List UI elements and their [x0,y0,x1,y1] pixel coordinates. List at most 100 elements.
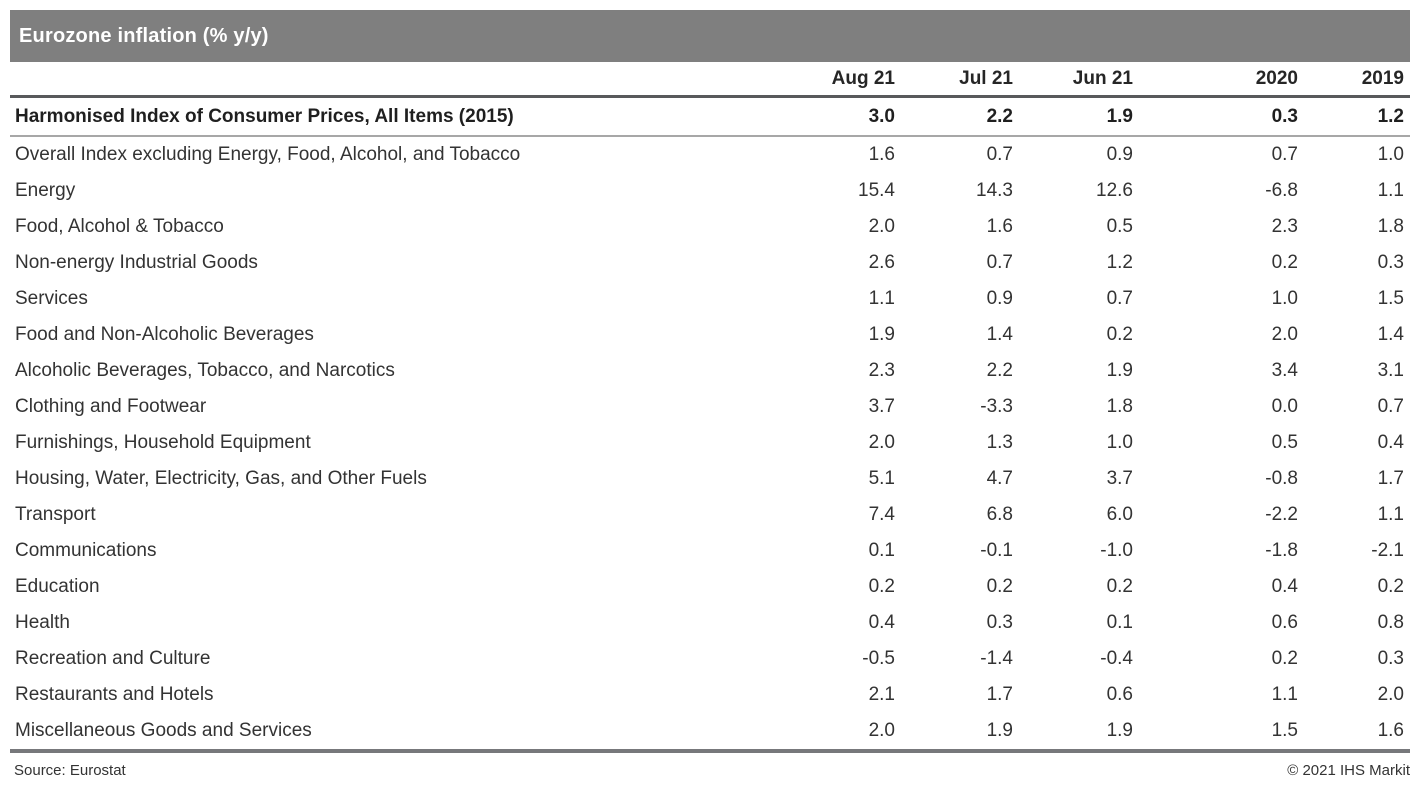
value-cell: 2.2 [986,360,1013,381]
value-cell: 1.8 [1377,216,1404,237]
value-cell: 5.1 [868,468,895,489]
value-cell: 2.0 [868,432,895,453]
value-cell: 0.7 [1377,396,1404,417]
value-cell: 2.2 [986,105,1013,127]
row-label: Food and Non-Alcoholic Beverages [15,324,314,345]
table-row: Housing, Water, Electricity, Gas, and Ot… [10,461,1410,497]
table-row: Furnishings, Household Equipment 2.0 1.3 1.… [10,425,1410,461]
value-cell: -0.1 [980,540,1013,561]
table-row: Miscellaneous Goods and Services 2.0 1.9 1.… [10,713,1410,749]
value-cell: 14.3 [976,180,1013,201]
value-cell: 0.3 [1377,648,1404,669]
value-cell: 2.1 [868,684,895,705]
value-cell: -1.8 [1265,540,1298,561]
row-label: Harmonised Index of Consumer Prices, All… [15,105,514,127]
table-row: Communications 0.1 -0.1 -1.0 -1.8 -2.1 [10,533,1410,569]
row-label: Alcoholic Beverages, Tobacco, and Narcot… [15,360,395,381]
value-cell: 1.0 [1271,288,1298,309]
value-cell: 1.5 [1377,288,1404,309]
value-cell: 0.1 [868,540,895,561]
value-cell: 15.4 [858,180,895,201]
value-cell: 0.2 [1106,324,1133,345]
row-label: Energy [15,180,76,201]
value-cell: 0.3 [1377,252,1404,273]
value-cell: 0.2 [986,576,1013,597]
value-cell: 0.2 [1106,576,1133,597]
column-header-jul21: Jul 21 [959,67,1013,89]
value-cell: 1.4 [1377,324,1404,345]
row-label: Non-energy Industrial Goods [15,252,258,273]
value-cell: 4.7 [986,468,1013,489]
value-cell: 1.1 [868,288,895,309]
value-cell: 0.5 [1271,432,1298,453]
table-row: Recreation and Culture -0.5 -1.4 -0.4 0.2 0.3 [10,641,1410,677]
value-cell: 1.8 [1106,396,1133,417]
value-cell: 0.2 [1271,648,1298,669]
value-cell: 2.0 [868,216,895,237]
value-cell: 1.9 [1106,720,1133,741]
value-cell: 3.7 [868,396,895,417]
value-cell: 3.0 [868,105,895,127]
value-cell: 1.4 [986,324,1013,345]
row-label: Services [15,288,88,309]
value-cell: 1.2 [1106,252,1133,273]
table-row: Harmonised Index of Consumer Prices, All… [10,97,1410,136]
value-cell: 0.2 [1271,252,1298,273]
table-row: Non-energy Industrial Goods 2.6 0.7 1.2 0.2 0… [10,245,1410,281]
value-cell: 0.7 [986,144,1013,165]
page-title: Eurozone inflation (% y/y) [19,24,269,47]
value-cell: 0.4 [1377,432,1404,453]
table-row: Overall Index excluding Energy, Food, Al… [10,136,1410,173]
value-cell: 1.5 [1271,720,1298,741]
row-label: Transport [15,504,96,525]
value-cell: 0.7 [986,252,1013,273]
table-row: Food and Non-Alcoholic Beverages 1.9 1.4 0.… [10,317,1410,353]
column-header-blank [10,62,700,97]
table-row: Services 1.1 0.9 0.7 1.0 1.5 [10,281,1410,317]
value-cell: 0.2 [1377,576,1404,597]
column-header-row: Aug 21 Jul 21 Jun 21 2020 2019 [10,62,1410,97]
value-cell: 0.3 [986,612,1013,633]
value-cell: 6.8 [986,504,1013,525]
value-cell: 0.4 [1271,576,1298,597]
value-cell: 0.2 [868,576,895,597]
value-cell: 2.6 [868,252,895,273]
table-row: Food, Alcohol & Tobacco 2.0 1.6 0.5 2.3 1.8 [10,209,1410,245]
row-label: Miscellaneous Goods and Services [15,720,312,741]
value-cell: 0.1 [1106,612,1133,633]
value-cell: 1.2 [1377,105,1404,127]
title-bar: Eurozone inflation (% y/y) [10,10,1410,62]
value-cell: 0.9 [1106,144,1133,165]
value-cell: 0.4 [868,612,895,633]
row-label: Communications [15,540,157,561]
column-header-aug21: Aug 21 [831,67,895,89]
value-cell: 2.0 [868,720,895,741]
row-label: Housing, Water, Electricity, Gas, and Ot… [15,468,427,489]
row-label: Education [15,576,100,597]
value-cell: 3.1 [1377,360,1404,381]
value-cell: 1.9 [868,324,895,345]
value-cell: 6.0 [1106,504,1133,525]
value-cell: -6.8 [1265,180,1298,201]
table-row: Health 0.4 0.3 0.1 0.6 0.8 [10,605,1410,641]
value-cell: -1.4 [980,648,1013,669]
value-cell: 1.1 [1271,684,1298,705]
row-label: Health [15,612,70,633]
column-header-2020: 2020 [1255,67,1298,89]
value-cell: -0.8 [1265,468,1298,489]
value-cell: 1.9 [1106,105,1133,127]
value-cell: 0.7 [1106,288,1133,309]
value-cell: 1.9 [986,720,1013,741]
value-cell: 1.0 [1377,144,1404,165]
value-cell: 3.4 [1271,360,1298,381]
table-wrapper: Aug 21 Jul 21 Jun 21 2020 2019 Harmonise… [10,62,1410,753]
value-cell: 0.0 [1271,396,1298,417]
value-cell: 1.6 [1377,720,1404,741]
row-label: Food, Alcohol & Tobacco [15,216,224,237]
row-label: Furnishings, Household Equipment [15,432,311,453]
value-cell: -2.1 [1371,540,1404,561]
value-cell: 1.7 [986,684,1013,705]
column-header-jun21: Jun 21 [1072,67,1133,89]
value-cell: 1.0 [1106,432,1133,453]
inflation-table: Aug 21 Jul 21 Jun 21 2020 2019 Harmonise… [10,62,1410,749]
